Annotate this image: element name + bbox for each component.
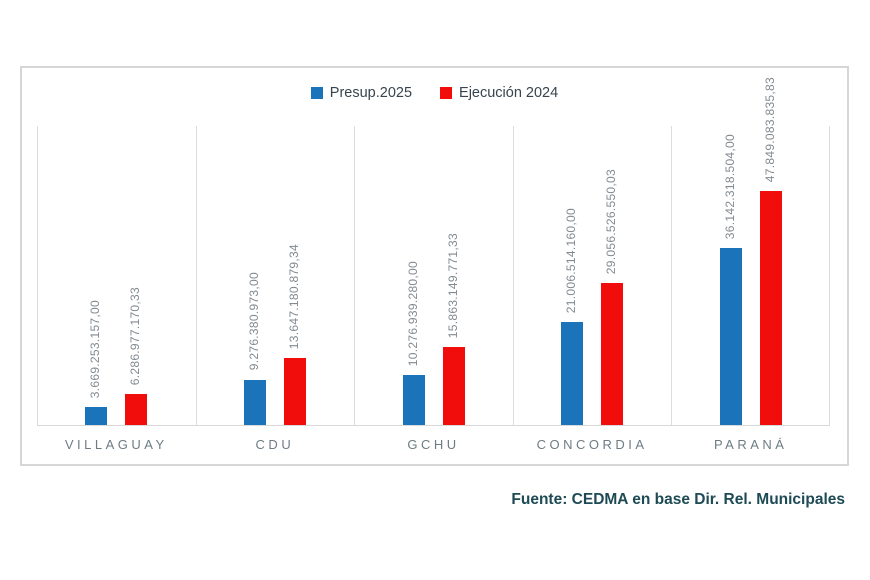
bar-presup2025-cdu (243, 379, 266, 425)
bar-ejecucion2024-villaguay (125, 394, 148, 425)
bar-presup2025-gchu (402, 374, 425, 425)
chart-legend: Presup.2025 Ejecución 2024 (22, 85, 847, 101)
category-label-gchu: GCHU (407, 437, 460, 452)
bar-ejecucion2024-cdu (283, 358, 306, 425)
gridline (671, 126, 673, 425)
bar-value-label-ejecucion2024-concordia: 29.056.526.550,03 (604, 168, 619, 274)
legend-label-presup-2025: Presup.2025 (329, 85, 413, 101)
bar-presup2025-parana (719, 248, 742, 425)
category-axis: VILLAGUAY CDU GCHU CONCORDIA PARANÁ (37, 437, 830, 461)
category-label-villaguay: VILLAGUAY (64, 437, 168, 452)
category-label-concordia: CONCORDIA (536, 437, 648, 452)
bar-value-label-presup2025-villaguay: 3.669.253.157,00 (88, 299, 103, 399)
bar-value-label-ejecucion2024-villaguay: 6.286.977.170,33 (128, 287, 143, 386)
bar-value-label-ejecucion2024-cdu: 13.647.180.879,34 (286, 244, 301, 350)
gridline (354, 126, 356, 425)
chart-container: Presup.2025 Ejecución 2024 3.669.253.157… (20, 66, 849, 466)
bar-value-label-presup2025-parana: 36.142.318.504,00 (722, 134, 737, 240)
source-note: Fuente: CEDMA en base Dir. Rel. Municipa… (511, 491, 845, 508)
gridline (829, 126, 830, 425)
legend-swatch-ejecucion-2024 (440, 87, 453, 99)
bar-value-label-ejecucion2024-parana: 47.849.083.835,83 (762, 76, 777, 182)
bar-value-label-presup2025-gchu: 10.276.939.280,00 (405, 260, 420, 366)
legend-item-presup-2025: Presup.2025 (310, 85, 413, 101)
legend-swatch-presup-2025 (310, 87, 323, 99)
bar-value-label-ejecucion2024-gchu: 15.863.149.771,33 (445, 233, 460, 339)
category-label-parana: PARANÁ (713, 437, 788, 452)
bar-presup2025-villaguay (85, 407, 108, 425)
gridline (512, 126, 514, 425)
bar-ejecucion2024-gchu (442, 347, 465, 425)
bar-ejecucion2024-parana (759, 191, 782, 425)
gridline (195, 126, 197, 425)
bar-value-label-presup2025-concordia: 21.006.514.160,00 (564, 208, 579, 314)
gridline (37, 126, 38, 425)
category-label-cdu: CDU (255, 437, 295, 452)
plot-area: 3.669.253.157,00 6.286.977.170,33 9.276.38… (37, 77, 830, 426)
legend-label-ejecucion-2024: Ejecución 2024 (459, 85, 559, 101)
bar-ejecucion2024-concordia (601, 282, 624, 425)
legend-item-ejecucion-2024: Ejecución 2024 (440, 85, 558, 101)
bar-presup2025-concordia (561, 322, 584, 425)
bar-value-label-presup2025-cdu: 9.276.380.973,00 (246, 272, 261, 371)
